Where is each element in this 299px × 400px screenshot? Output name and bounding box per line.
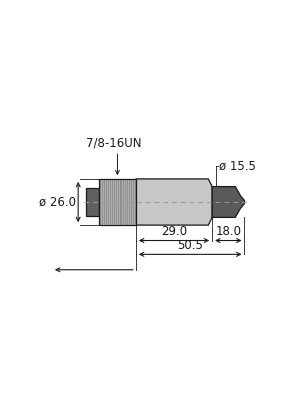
Text: ø 15.5: ø 15.5 [219,159,256,172]
Bar [99,179,136,225]
Polygon shape [212,186,245,218]
Text: 7/8-16UN: 7/8-16UN [86,137,141,150]
Text: 18.0: 18.0 [215,225,241,238]
Bar [86,188,99,216]
Text: 50.5: 50.5 [177,239,203,252]
Text: 29.0: 29.0 [161,225,187,238]
Text: ø 26.0: ø 26.0 [39,196,76,208]
Polygon shape [136,179,212,225]
